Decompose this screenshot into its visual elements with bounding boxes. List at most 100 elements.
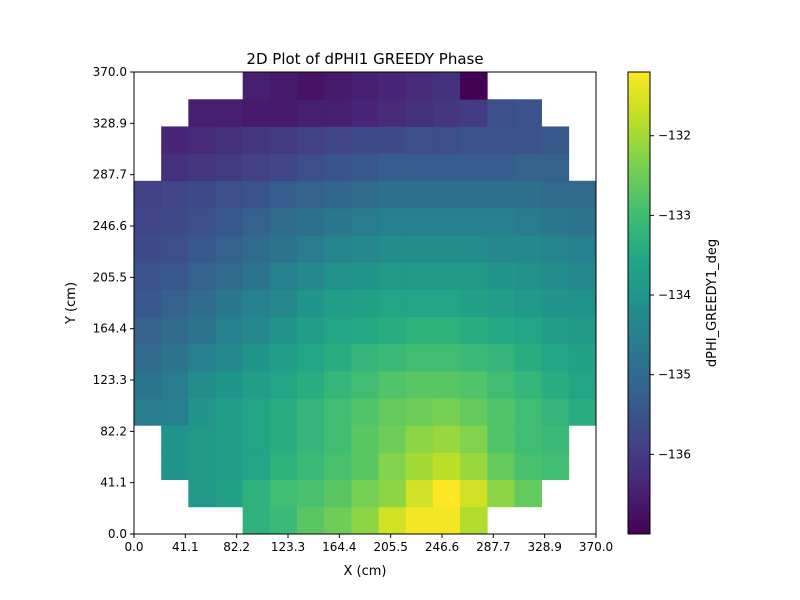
heatmap-cell (460, 479, 488, 508)
heatmap-cell (351, 262, 379, 290)
heatmap-cell (378, 370, 407, 399)
heatmap-cell (324, 72, 352, 100)
heatmap-cell (432, 452, 461, 481)
heatmap-cell (460, 316, 488, 345)
heatmap-cell (378, 479, 407, 508)
heatmap-cell (405, 370, 434, 399)
heatmap-cell (269, 398, 298, 426)
heatmap-cell (269, 370, 298, 399)
heatmap-cell (378, 235, 407, 263)
heatmap-cell (242, 316, 271, 345)
heatmap-cell (460, 72, 488, 100)
heatmap-cell (161, 262, 189, 290)
heatmap-cell (460, 425, 488, 453)
heatmap-cell (378, 316, 407, 345)
heatmap-cell (351, 72, 379, 100)
heatmap-cell (269, 316, 298, 345)
heatmap-cell (188, 289, 216, 318)
heatmap-cell (134, 262, 162, 290)
heatmap-cell (541, 398, 570, 426)
heatmap-cell (568, 289, 597, 318)
heatmap-cell (188, 262, 216, 290)
heatmap-cell (351, 99, 379, 127)
heatmap-cell (215, 235, 244, 263)
heatmap-cell (378, 289, 407, 318)
heatmap-cell (378, 153, 407, 182)
heatmap-cell (514, 398, 542, 426)
heatmap-cell (242, 506, 271, 535)
heatmap-cell (188, 207, 216, 236)
heatmap-cell (324, 425, 352, 453)
heatmap-cell (351, 235, 379, 263)
heatmap-cell (432, 235, 461, 263)
heatmap-cell (242, 72, 271, 100)
heatmap-cell (487, 452, 515, 481)
heatmap-cell (297, 235, 325, 263)
heatmap-cell (514, 289, 542, 318)
heatmap-cell (405, 289, 434, 318)
heatmap-cell (405, 398, 434, 426)
heatmap-cell (188, 370, 216, 399)
heatmap-cell (215, 99, 244, 127)
heatmap-cell (514, 479, 542, 508)
heatmap-cell (215, 452, 244, 481)
heatmap-cell (378, 72, 407, 100)
heatmap-cell (487, 153, 515, 182)
heatmap-cell (432, 479, 461, 508)
heatmap-cell (242, 153, 271, 182)
heatmap-cell (351, 452, 379, 481)
heatmap-cell (215, 370, 244, 399)
heatmap-cell (541, 180, 570, 209)
heatmap-cell (134, 343, 162, 372)
heatmap-cells (134, 72, 597, 535)
heatmap-cell (269, 180, 298, 209)
heatmap-cell (269, 126, 298, 155)
colorbar-tick-label: −132 (658, 129, 691, 143)
heatmap-cell (297, 479, 325, 508)
heatmap-cell (541, 343, 570, 372)
heatmap-cell (161, 235, 189, 263)
heatmap-cell (405, 180, 434, 209)
heatmap-cell (188, 398, 216, 426)
y-axis-label: Y (cm) (64, 282, 79, 325)
heatmap-cell (351, 207, 379, 236)
heatmap-cell (134, 235, 162, 263)
heatmap-cell (568, 316, 597, 345)
heatmap-cell (432, 289, 461, 318)
heatmap-cell (351, 180, 379, 209)
heatmap-cell (351, 316, 379, 345)
heatmap-cell (541, 235, 570, 263)
heatmap-cell (568, 207, 597, 236)
heatmap-cell (297, 207, 325, 236)
heatmap-cell (460, 153, 488, 182)
heatmap-cell (269, 207, 298, 236)
heatmap-cell (460, 180, 488, 209)
heatmap-cell (460, 343, 488, 372)
heatmap-cell (215, 207, 244, 236)
heatmap-cell (161, 343, 189, 372)
heatmap-cell (514, 425, 542, 453)
heatmap-cell (568, 398, 597, 426)
heatmap-cell (269, 262, 298, 290)
heatmap-cell (487, 289, 515, 318)
heatmap-cell (432, 99, 461, 127)
heatmap-cell (215, 126, 244, 155)
heatmap-cell (161, 289, 189, 318)
chart-title: 2D Plot of dPHI1 GREEDY Phase (246, 50, 483, 68)
heatmap-cell (297, 153, 325, 182)
heatmap-cell (405, 126, 434, 155)
heatmap-cell (568, 370, 597, 399)
heatmap-cell (324, 316, 352, 345)
heatmap-cell (215, 289, 244, 318)
heatmap-cell (432, 180, 461, 209)
heatmap-cell (405, 316, 434, 345)
heatmap-cell (460, 506, 488, 535)
heatmap-cell (460, 370, 488, 399)
heatmap-cell (432, 343, 461, 372)
y-tick-label: 0.0 (108, 527, 127, 541)
heatmap-cell (188, 452, 216, 481)
heatmap-cell (161, 452, 189, 481)
x-tick-label: 0.0 (124, 540, 143, 554)
heatmap-cell (460, 126, 488, 155)
heatmap-cell (405, 207, 434, 236)
